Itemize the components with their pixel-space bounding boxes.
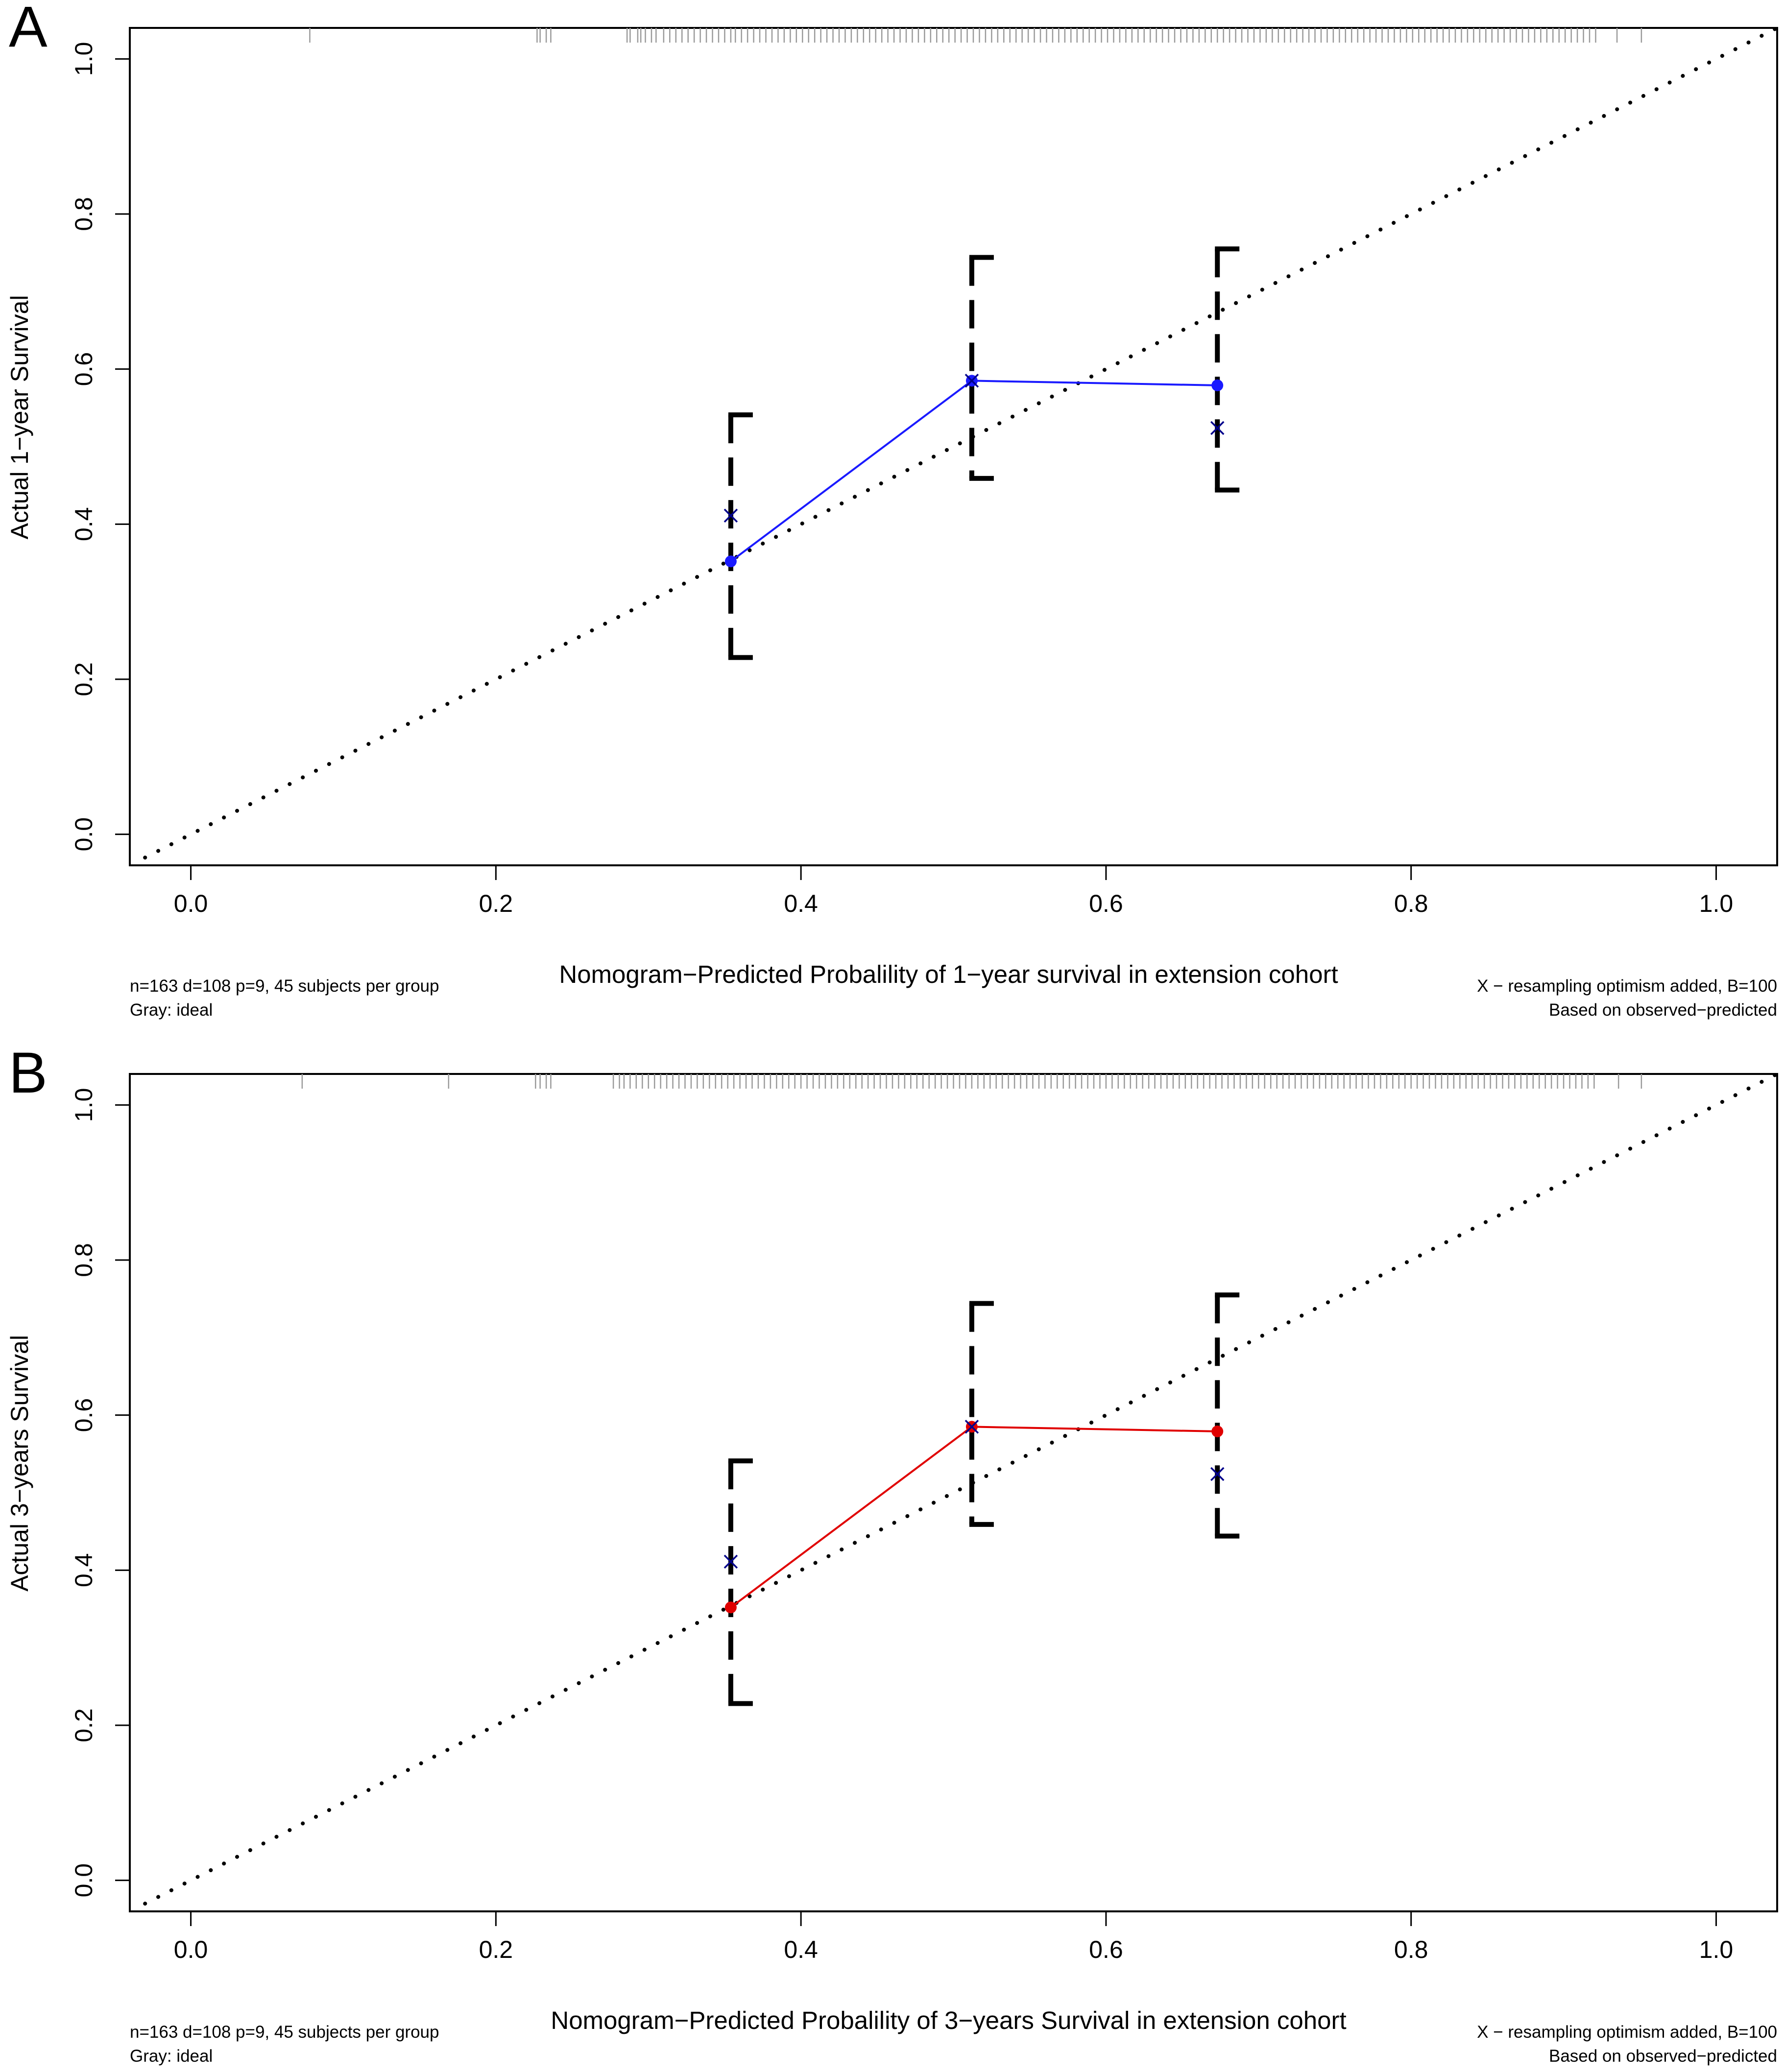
ideal-line [143, 1072, 1779, 1906]
error-bars [728, 1292, 1240, 1706]
y-tick-label: 0.4 [70, 1553, 97, 1588]
y-tick-label: 0.6 [70, 1398, 97, 1432]
corrected-point [965, 1420, 979, 1434]
x-axis: 0.0 0.2 0.4 0.6 0.8 1.0 [174, 865, 1733, 917]
rug-ticks [309, 28, 1642, 43]
observed-point [1211, 379, 1224, 391]
rug-ticks [301, 1074, 1642, 1089]
y-tick-label: 0.8 [70, 197, 97, 231]
error-bar [1215, 1292, 1240, 1539]
x-tick-label: 0.2 [479, 1936, 513, 1963]
corrected-point [965, 374, 979, 388]
y-tick-label: 0.6 [70, 352, 97, 386]
x-tick-label: 0.4 [784, 1936, 818, 1963]
corrected-point-stroke [965, 1420, 979, 1434]
y-tick-label: 0.2 [70, 662, 97, 696]
x-tick-label: 1.0 [1699, 1936, 1734, 1963]
corrected-point-stroke [1210, 1467, 1225, 1481]
corrected-points [724, 374, 1225, 523]
panel-label: B [9, 1041, 48, 1105]
corrected-point-stroke [724, 508, 738, 523]
x-tick-label: 0.0 [174, 1936, 208, 1963]
corrected-points [724, 1420, 1225, 1569]
note-left-line: Gray: ideal [130, 2047, 213, 2066]
note-left-line: Gray: ideal [130, 1000, 213, 1020]
y-tick-label: 0.2 [70, 1708, 97, 1742]
y-tick-label: 0.0 [70, 1863, 97, 1898]
x-axis: 0.0 0.2 0.4 0.6 0.8 1.0 [174, 1911, 1733, 1963]
corrected-point-stroke [965, 374, 979, 388]
panel-label: A [9, 0, 48, 59]
observed-point [1211, 1425, 1224, 1437]
y-tick-label: 0.8 [70, 1243, 97, 1277]
x-tick-label: 0.4 [784, 890, 818, 917]
x-tick-label: 0.2 [479, 890, 513, 917]
x-axis-title: Nomogram−Predicted Probalility of 1−year… [559, 960, 1338, 988]
x-tick-label: 0.6 [1089, 1936, 1123, 1963]
y-tick-label: 1.0 [70, 1088, 97, 1122]
x-tick-label: 0.6 [1089, 890, 1123, 917]
y-axis: 0.0 0.2 0.4 0.6 0.8 1.0 [70, 1088, 130, 1898]
notes: n=163 d=108 p=9, 45 subjects per group Gr… [130, 976, 1777, 1020]
error-bars [728, 246, 1240, 660]
corrected-point [1210, 1467, 1225, 1481]
observed-point [724, 555, 737, 568]
note-right-line: X − resampling optimism added, B=100 [1477, 2023, 1777, 2042]
panel-b: B 0.0 0.2 0.4 0.6 0.8 1.0 0.0 0.2 0.4 0.6 0.8 1.0 Nom… [6, 1041, 1779, 2066]
plot-frame [129, 27, 1778, 866]
notes: n=163 d=108 p=9, 45 subjects per group Gr… [130, 2023, 1777, 2066]
y-tick-label: 0.0 [70, 817, 97, 852]
error-bar [969, 255, 994, 481]
error-bar [728, 1458, 753, 1706]
y-tick-label: 0.4 [70, 507, 97, 542]
note-left-line: n=163 d=108 p=9, 45 subjects per group [130, 2023, 439, 2042]
y-axis-title: Actual 1−year Survival [6, 295, 33, 540]
error-bar [728, 412, 753, 660]
corrected-point [724, 508, 738, 523]
corrected-point-stroke [724, 1554, 738, 1569]
x-tick-label: 0.0 [174, 890, 208, 917]
error-bar [1215, 246, 1240, 493]
note-right-line: Based on observed−predicted [1549, 1000, 1777, 1020]
corrected-point-stroke [1210, 421, 1225, 435]
x-axis-title: Nomogram−Predicted Probalility of 3−year… [551, 2006, 1346, 2034]
x-tick-label: 0.8 [1394, 890, 1428, 917]
y-axis-title: Actual 3−years Survival [6, 1335, 33, 1592]
panel-a: A 0.0 0.2 0.4 0.6 0.8 1.0 0.0 0.2 0.4 0.6 0.8 1.0 Nom… [6, 0, 1779, 1020]
corrected-point [724, 1554, 738, 1569]
ideal-line [143, 26, 1779, 860]
note-left-line: n=163 d=108 p=9, 45 subjects per group [130, 976, 439, 996]
x-tick-label: 1.0 [1699, 890, 1734, 917]
y-tick-label: 1.0 [70, 42, 97, 76]
note-right-line: Based on observed−predicted [1549, 2047, 1777, 2066]
x-tick-label: 0.8 [1394, 1936, 1428, 1963]
observed-point [724, 1601, 737, 1614]
corrected-point [1210, 421, 1225, 435]
y-axis: 0.0 0.2 0.4 0.6 0.8 1.0 [70, 42, 130, 852]
error-bar [969, 1301, 994, 1527]
note-right-line: X − resampling optimism added, B=100 [1477, 976, 1777, 996]
